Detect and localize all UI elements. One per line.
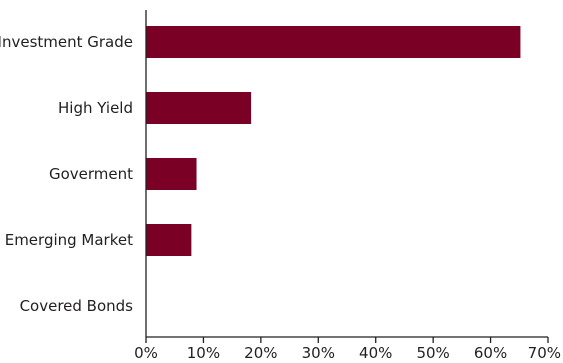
category-label: Emerging Market <box>5 231 133 249</box>
x-tick-label: 30% <box>302 344 335 362</box>
bar <box>146 158 197 190</box>
bar <box>146 26 521 58</box>
x-tick-label: 0% <box>134 344 158 362</box>
bar <box>146 92 252 124</box>
category-label: Covered Bonds <box>20 297 134 315</box>
x-axis-ticks: 0% 10% 20% 30% 40% 50% 60% 70% <box>134 337 561 362</box>
category-label: Goverment <box>49 165 133 183</box>
x-tick-label: 20% <box>244 344 277 362</box>
x-tick-label: 10% <box>187 344 220 362</box>
bar <box>146 224 192 256</box>
category-label: Investment Grade <box>0 33 133 51</box>
bar-series <box>146 26 521 256</box>
x-tick-label: 50% <box>416 344 449 362</box>
x-tick-label: 70% <box>528 344 561 362</box>
category-label: High Yield <box>58 99 133 117</box>
x-tick-label: 60% <box>474 344 507 362</box>
category-labels: Investment Grade High Yield Goverment Emerg… <box>0 33 133 315</box>
x-tick-label: 40% <box>359 344 392 362</box>
